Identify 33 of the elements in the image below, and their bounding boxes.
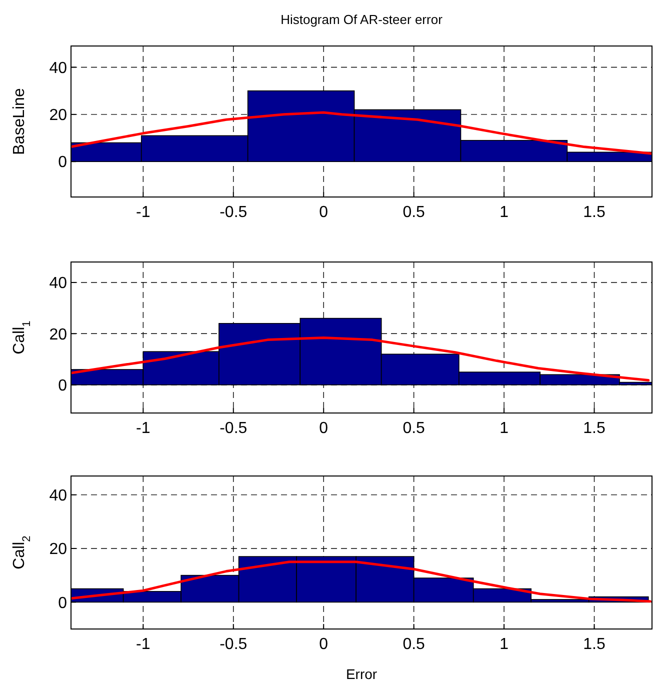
y-tick-label: 0 (58, 154, 68, 172)
x-tick-label: 1.5 (583, 204, 606, 221)
x-tick-label: 1.5 (583, 420, 606, 437)
y-tick-label: 40 (49, 487, 68, 504)
x-tick-label: 1 (500, 636, 509, 653)
x-tick-label: 0 (319, 204, 328, 221)
x-tick-label: 0.5 (402, 636, 426, 653)
x-tick-label: 0 (319, 636, 328, 653)
y-tick-label: 40 (49, 275, 68, 292)
x-tick-label: -1 (136, 204, 150, 221)
x-tick-label: -0.5 (220, 636, 248, 653)
chart-title: Histogram Of AR-steer error (280, 12, 444, 27)
y-axis-title: BaseLine (11, 88, 28, 155)
x-axis-title: Error (346, 666, 378, 682)
x-tick-label: 1 (500, 420, 509, 437)
x-tick-label: 1.5 (583, 636, 606, 653)
y-tick-label: 0 (58, 594, 68, 612)
y-tick-label: 20 (49, 107, 68, 124)
line-series (71, 560, 652, 603)
x-tick-label: 0.5 (402, 420, 426, 437)
y-tick-label: 40 (49, 60, 68, 77)
y-tick-label: 20 (49, 326, 68, 344)
line-series (71, 336, 650, 382)
x-tick-label: -0.5 (220, 204, 248, 221)
x-tick-label: 0 (319, 420, 328, 437)
x-tick-label: 0.5 (402, 204, 426, 221)
x-tick-label: 1 (500, 204, 509, 221)
x-tick-label: -1 (136, 420, 150, 437)
x-tick-label: -0.5 (220, 420, 248, 437)
line-series (71, 111, 652, 155)
y-tick-label: 0 (58, 377, 68, 394)
y-tick-label: 20 (49, 541, 68, 558)
x-tick-label: -1 (136, 636, 150, 653)
